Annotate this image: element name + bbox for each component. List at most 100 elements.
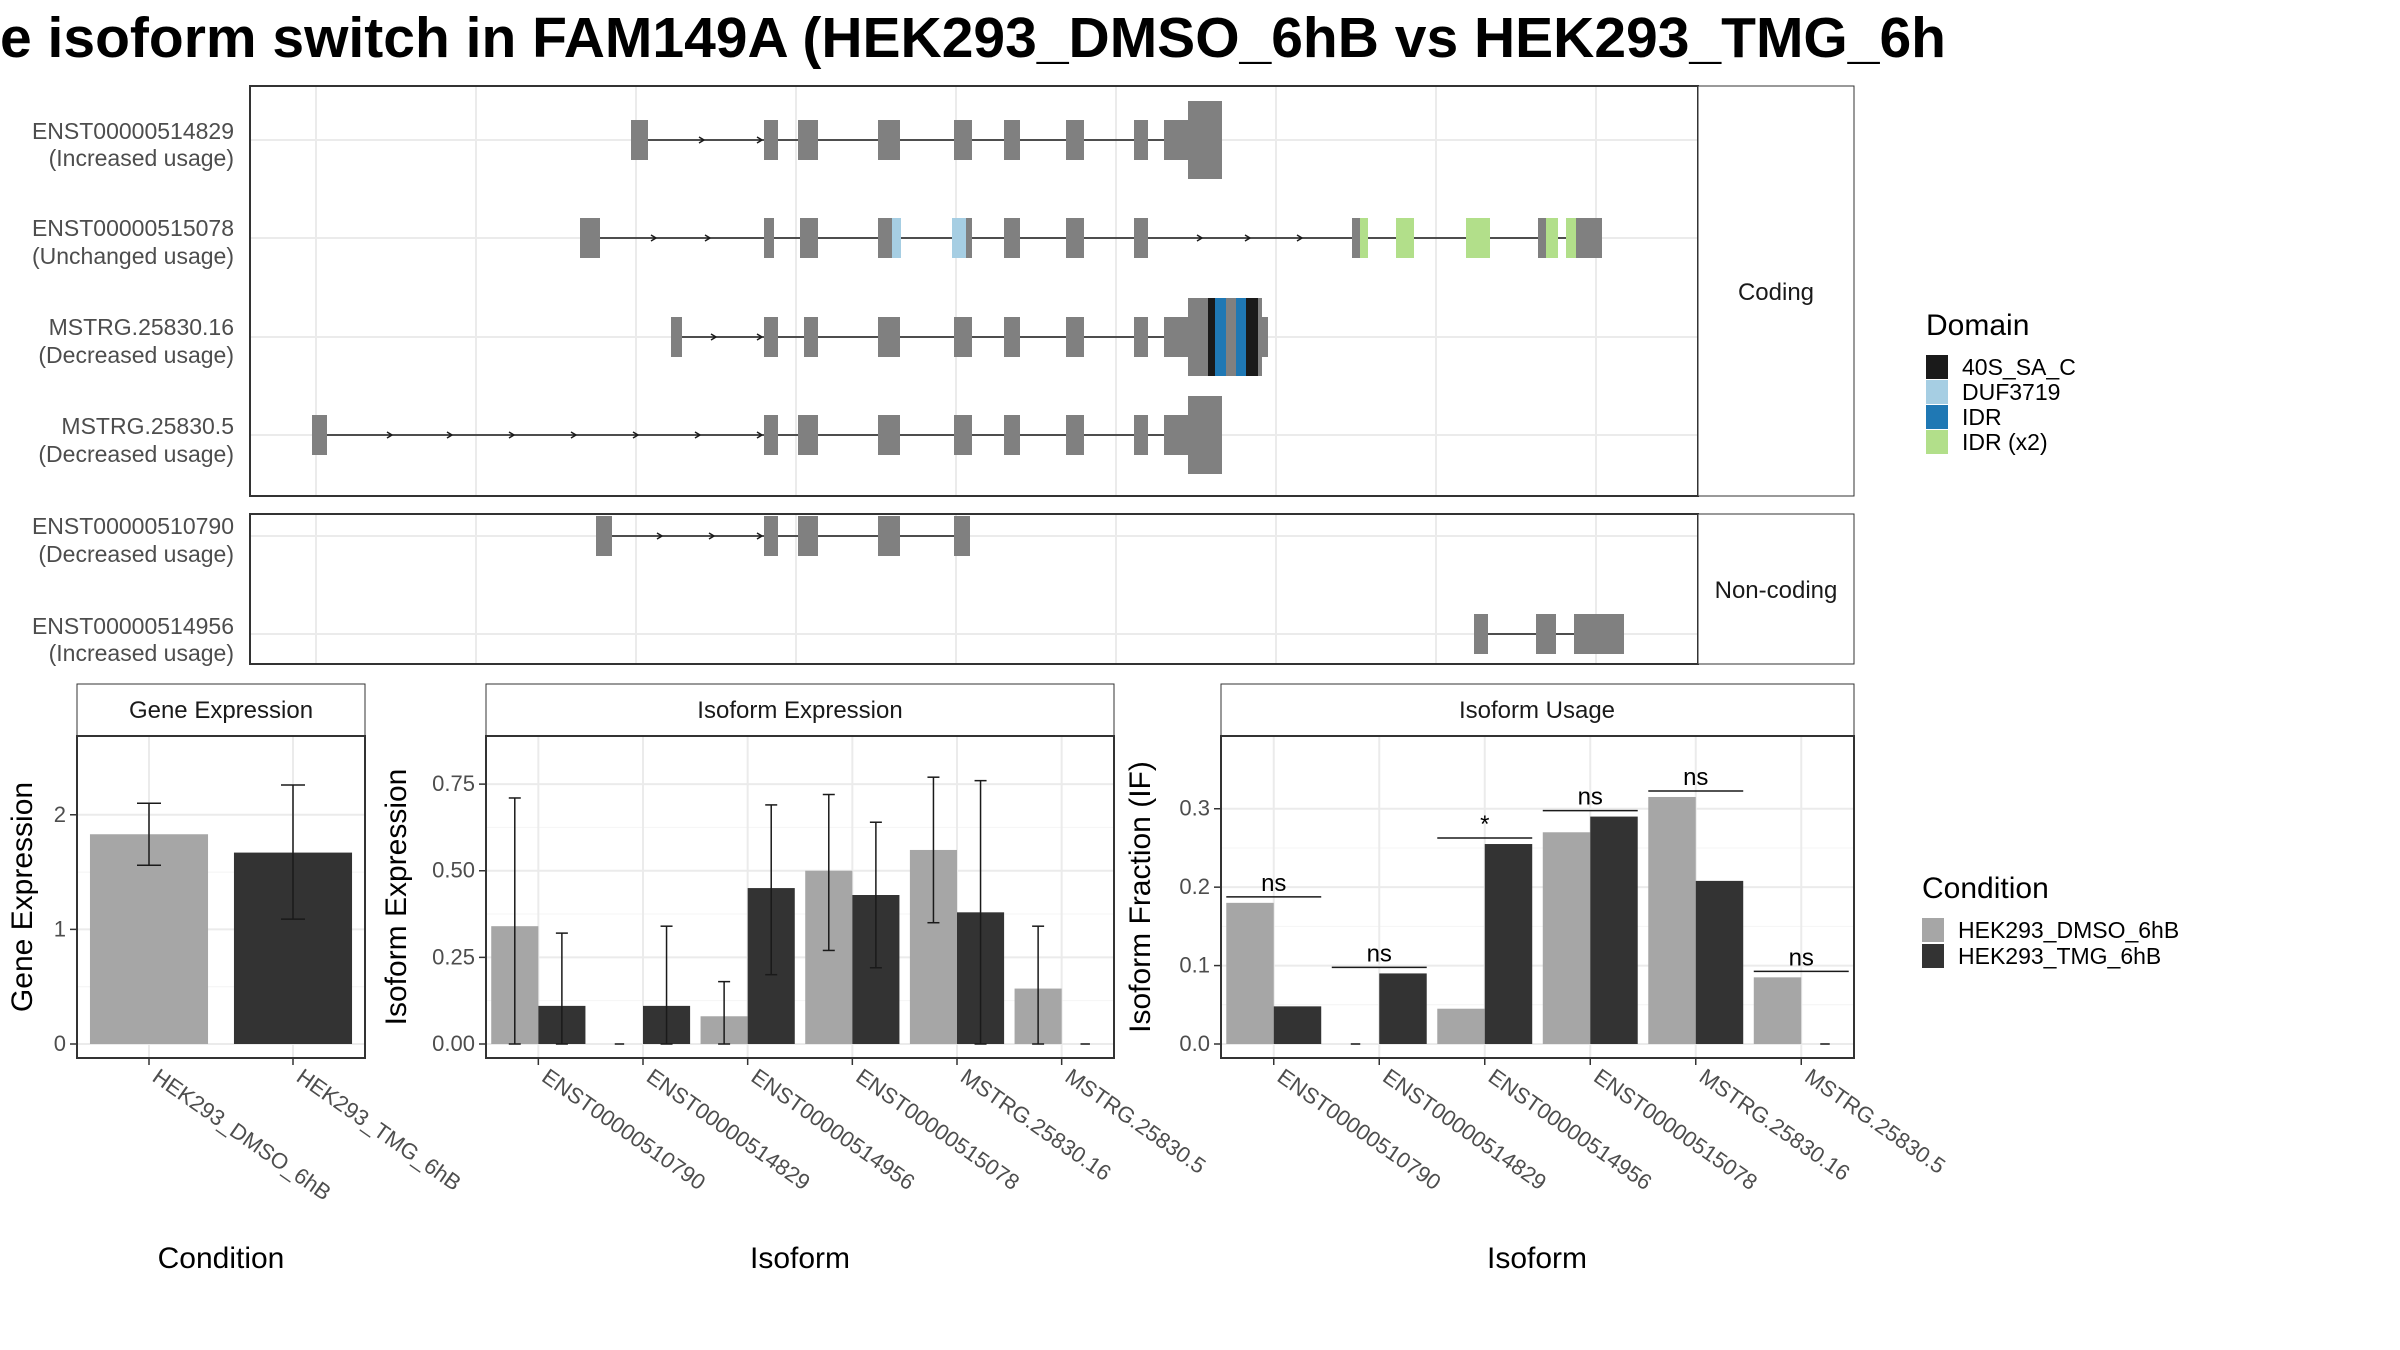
isoform-expression-y-title: Isoform Expression <box>380 769 413 1026</box>
gene-expr-ytick-label-0: 0 <box>54 1031 66 1056</box>
exon-0-5 <box>1004 120 1020 160</box>
isoform-usage-strip <box>1220 683 1855 737</box>
exon-3-7 <box>1134 415 1148 455</box>
exon-1-14 <box>1538 218 1546 258</box>
legend-label-idr: IDR <box>1962 404 2002 430</box>
exon-1-18 <box>1588 218 1602 258</box>
legend-swatch-duf3719 <box>1926 380 1948 404</box>
noncoding-transcript-labels: ENST00000510790 (Decreased usage) ENST00… <box>32 513 234 666</box>
intron-arrow-4-2 <box>756 532 764 540</box>
iso-usage-bar-0-1 <box>1273 1006 1322 1044</box>
exon-1-7 <box>1004 218 1020 258</box>
exon-0-3 <box>878 120 900 160</box>
legend-label-40s-sa-c: 40S_SA_C <box>1962 354 2076 380</box>
intron-arrow-3-3 <box>570 431 578 439</box>
exon-2-2 <box>804 317 818 357</box>
exon-0-7 <box>1134 120 1148 160</box>
iso-usage-sig-label-2: * <box>1480 811 1489 838</box>
exon-1-8 <box>1066 218 1084 258</box>
exon-1-4 <box>892 218 901 258</box>
intron-arrow-2-0 <box>710 333 718 341</box>
exon-2-7 <box>1134 317 1148 357</box>
domain-legend-title: Domain <box>1926 309 2029 342</box>
iso-usage-ytick-label-2: 0.2 <box>1179 874 1210 899</box>
transcript-label-3-id: MSTRG.25830.16 <box>49 314 234 340</box>
exon-3-5 <box>1004 415 1020 455</box>
isoform-expression-plot-area: 0.000.250.500.75ENST00000510790ENST00000… <box>432 736 1210 1195</box>
intron-arrow-1-0 <box>650 234 658 242</box>
exon-5-0 <box>1474 614 1488 654</box>
exon-2-10 <box>1208 298 1215 376</box>
isoform-expression-strip-title: Isoform Expression <box>697 697 902 724</box>
exon-2-6 <box>1066 317 1084 357</box>
exon-0-8 <box>1164 120 1188 160</box>
intron-arrow-2-1 <box>756 333 764 341</box>
isoform-expression-panel: Isoform Expression 0.000.250.500.75ENST0… <box>380 683 1210 1275</box>
exon-1-3 <box>878 218 892 258</box>
intron-arrow-3-6 <box>756 431 764 439</box>
exon-4-2 <box>798 516 818 556</box>
transcript-label-4-usage: (Decreased usage) <box>38 441 234 467</box>
exon-3-2 <box>798 415 818 455</box>
noncoding-tracks <box>596 516 1624 654</box>
iso-expr-ytick-label-2: 0.50 <box>432 858 475 883</box>
transcript-label-2-id: ENST00000515078 <box>32 215 234 241</box>
transcript-label-6-id: ENST00000514956 <box>32 613 234 639</box>
intron-arrow-1-2 <box>1196 234 1204 242</box>
iso-expr-panel-bg <box>486 736 1114 1058</box>
exon-3-4 <box>954 415 972 455</box>
exon-2-0 <box>671 317 682 357</box>
exon-3-6 <box>1066 415 1084 455</box>
iso-usage-sig-label-3: ns <box>1578 784 1603 811</box>
exon-0-2 <box>798 120 818 160</box>
coding-panel-background <box>250 86 1698 496</box>
figure-title: e isoform switch in FAM149A (HEK293_DMSO… <box>0 6 1946 70</box>
transcript-label-1-usage: (Increased usage) <box>49 145 234 171</box>
condition-legend-title: Condition <box>1922 872 2049 905</box>
exon-3-9 <box>1188 396 1222 474</box>
gene-expression-strip <box>76 683 366 737</box>
noncoding-structure-panel: Non-coding <box>249 513 1855 665</box>
iso-usage-bar-3-1 <box>1590 816 1638 1044</box>
legend-swatch-idr-x2 <box>1926 430 1948 454</box>
iso-usage-bar-4-1 <box>1695 880 1744 1044</box>
exon-5-1 <box>1536 614 1556 654</box>
exon-4-1 <box>764 516 778 556</box>
legend-swatch-dmso <box>1922 918 1944 942</box>
isoform-usage-plot-area: 0.00.10.20.3ENST00000510790nsENST0000051… <box>1179 736 1950 1195</box>
intron-arrow-3-5 <box>694 431 702 439</box>
isoform-usage-y-title: Isoform Fraction (IF) <box>1124 761 1157 1033</box>
exon-2-13 <box>1236 298 1246 376</box>
iso-usage-bar-3-0 <box>1542 832 1591 1044</box>
gene-expression-x-title: Condition <box>158 1242 285 1275</box>
exon-1-12 <box>1396 218 1414 258</box>
exon-1-17 <box>1576 218 1588 258</box>
exon-2-8 <box>1164 317 1188 357</box>
gene-expression-y-title: Gene Expression <box>6 782 39 1012</box>
exon-1-1 <box>764 218 774 258</box>
coding-strip-label: Coding <box>1738 279 1814 306</box>
isoform-usage-x-title: Isoform <box>1487 1242 1587 1275</box>
iso-usage-ytick-label-1: 0.1 <box>1179 953 1210 978</box>
legend-label-tmg: HEK293_TMG_6hB <box>1958 943 2161 969</box>
gene-expression-strip-title: Gene Expression <box>129 697 313 724</box>
legend-swatch-idr <box>1926 405 1948 429</box>
exon-2-12 <box>1226 298 1236 376</box>
iso-usage-ytick-label-0: 0.0 <box>1179 1031 1210 1056</box>
iso-usage-bar-2-1 <box>1484 844 1533 1044</box>
exon-1-11 <box>1360 218 1368 258</box>
exon-0-1 <box>764 120 778 160</box>
isoform-usage-panel: Isoform Usage 0.00.10.20.3ENST0000051079… <box>1124 683 1950 1275</box>
gene-expression-panel-border <box>76 735 366 1059</box>
exon-3-0 <box>312 415 327 455</box>
intron-arrow-1-1 <box>704 234 712 242</box>
exon-3-1 <box>764 415 778 455</box>
iso-usage-ytick-label-3: 0.3 <box>1179 796 1210 821</box>
transcript-label-4-id: MSTRG.25830.5 <box>61 413 234 439</box>
exon-1-6 <box>966 218 972 258</box>
exon-1-10 <box>1352 218 1360 258</box>
isoform-usage-panel-border <box>1220 735 1855 1059</box>
intron-arrow-3-1 <box>446 431 454 439</box>
iso-usage-sig-label-4: ns <box>1683 764 1708 791</box>
